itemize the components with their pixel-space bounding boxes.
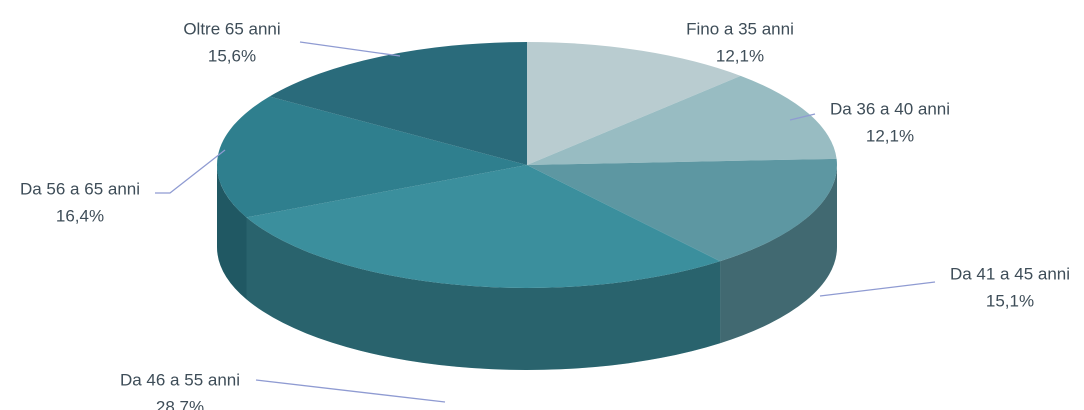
slice-label: Fino a 35 anni — [686, 19, 794, 38]
value-label: 15,6% — [208, 46, 256, 65]
slice-side — [217, 165, 247, 300]
slice-label: Da 36 a 40 anni — [830, 99, 950, 118]
slice-side-shade — [246, 217, 721, 370]
value-label: 28,7% — [156, 397, 204, 410]
value-label: 16,4% — [56, 206, 104, 225]
value-label: 15,1% — [986, 291, 1034, 310]
slice — [527, 158, 838, 262]
slice-side — [720, 165, 837, 344]
slice — [216, 96, 527, 218]
slice-label: Oltre 65 anni — [183, 19, 280, 38]
leader-line — [299, 41, 401, 57]
leader-line — [255, 379, 446, 403]
slice-label: Da 41 a 45 anni — [950, 264, 1070, 283]
leader-line — [789, 113, 816, 121]
leader-line — [819, 281, 936, 297]
slice — [269, 42, 527, 165]
slice-side-shade — [720, 165, 837, 344]
slice — [527, 75, 837, 165]
slice-side — [246, 217, 721, 370]
slice — [246, 165, 721, 288]
slice — [527, 42, 741, 165]
slice-side-shade — [217, 165, 247, 300]
value-label: 12,1% — [866, 126, 914, 145]
value-label: 12,1% — [716, 46, 764, 65]
slice-label: Da 46 a 55 anni — [120, 370, 240, 389]
slice-label: Da 56 a 65 anni — [20, 179, 140, 198]
leader-line — [155, 149, 226, 194]
